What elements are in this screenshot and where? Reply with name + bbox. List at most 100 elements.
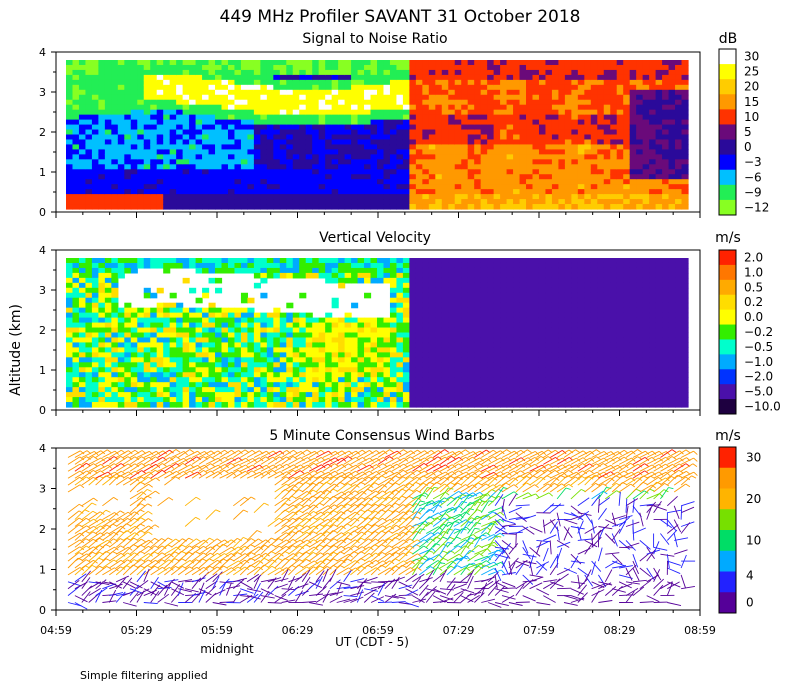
heatmap-cell: [104, 104, 112, 111]
heatmap-cell: [279, 154, 287, 160]
heatmap-cell: [551, 402, 560, 408]
heatmap-cell: [344, 362, 352, 368]
heatmap-cell: [98, 114, 106, 121]
heatmap-cell: [227, 154, 236, 160]
heatmap-cell: [513, 297, 521, 304]
heatmap-cell: [519, 277, 527, 284]
heatmap-cell: [163, 154, 171, 160]
heatmap-cell: [532, 258, 540, 264]
heatmap-cell: [318, 367, 326, 373]
heatmap-cell: [169, 342, 177, 348]
heatmap-cell: [292, 89, 300, 96]
heatmap-cell: [409, 367, 417, 373]
heatmap-cell: [292, 134, 300, 141]
heatmap-cell: [202, 362, 210, 368]
heatmap-cell: [480, 262, 488, 269]
heatmap-cell: [564, 154, 572, 160]
heatmap-cell: [493, 69, 501, 76]
heatmap-cell: [318, 267, 326, 274]
heatmap-cell: [189, 199, 197, 205]
heatmap-cell: [351, 79, 359, 86]
heatmap-cell: [182, 134, 190, 141]
heatmap-cell: [642, 179, 650, 185]
heatmap-cell: [137, 139, 145, 146]
heatmap-cell: [227, 74, 236, 81]
heatmap-cell: [247, 94, 255, 101]
heatmap-cell: [545, 159, 553, 165]
heatmap-cell: [104, 352, 112, 358]
heatmap-cell: [422, 392, 430, 398]
heatmap-cell: [480, 69, 488, 76]
heatmap-cell: [519, 297, 527, 304]
heatmap-cell: [409, 312, 417, 319]
heatmap-cell: [240, 204, 249, 210]
heatmap-cell: [474, 189, 482, 195]
heatmap-cell: [104, 347, 112, 353]
heatmap-cell: [137, 134, 145, 141]
heatmap-cell: [681, 129, 689, 136]
heatmap-cell: [383, 119, 391, 126]
heatmap-cell: [91, 64, 99, 71]
heatmap-cell: [143, 154, 151, 160]
heatmap-cell: [240, 79, 249, 86]
heatmap-cell: [318, 74, 326, 81]
heatmap-cell: [454, 94, 462, 101]
heatmap-cell: [590, 74, 598, 81]
heatmap-cell: [448, 69, 456, 76]
heatmap-cell: [435, 194, 443, 200]
heatmap-cell: [474, 129, 482, 136]
heatmap-cell: [130, 149, 138, 155]
heatmap-cell: [383, 204, 391, 210]
heatmap-cell: [597, 134, 605, 141]
heatmap-cell: [383, 129, 391, 136]
heatmap-cell: [312, 392, 320, 398]
heatmap-cell: [78, 174, 87, 180]
heatmap-cell: [137, 144, 145, 150]
heatmap-cell: [325, 277, 333, 284]
heatmap-cell: [629, 109, 637, 116]
heatmap-cell: [202, 79, 210, 86]
heatmap-cell: [124, 204, 132, 210]
heatmap-cell: [331, 332, 339, 339]
heatmap-cell: [357, 174, 365, 180]
heatmap-cell: [98, 79, 106, 86]
heatmap-cell: [461, 89, 469, 96]
heatmap-cell: [461, 287, 469, 294]
heatmap-cell: [91, 372, 99, 378]
heatmap-cell: [292, 189, 300, 195]
heatmap-cell: [130, 74, 138, 81]
heatmap-cell: [422, 179, 430, 185]
heatmap-cell: [649, 94, 657, 101]
heatmap-cell: [156, 317, 164, 324]
heatmap-cell: [234, 79, 242, 86]
heatmap-cell: [208, 317, 216, 324]
heatmap-cell: [461, 139, 469, 146]
heatmap-cell: [143, 199, 151, 205]
heatmap-cell: [584, 74, 592, 81]
heatmap-cell: [558, 104, 566, 111]
y-tick-label: 2: [39, 126, 46, 139]
heatmap-cell: [396, 144, 404, 150]
heatmap-cell: [370, 104, 378, 111]
heatmap-cell: [195, 104, 203, 111]
heatmap-cell: [668, 194, 676, 200]
heatmap-cell: [66, 204, 74, 210]
heatmap-cell: [299, 64, 307, 71]
heatmap-cell: [396, 272, 404, 279]
heatmap-cell: [338, 352, 346, 358]
heatmap-cell: [111, 194, 119, 200]
heatmap-cell: [649, 149, 657, 155]
heatmap-cell: [526, 258, 534, 264]
heatmap-cell: [240, 362, 249, 368]
heatmap-cell: [415, 357, 423, 363]
heatmap-cell: [292, 267, 300, 274]
heatmap-cell: [182, 352, 190, 358]
heatmap-cell: [215, 352, 223, 358]
heatmap-cell: [312, 64, 320, 71]
heatmap-cell: [435, 397, 443, 403]
heatmap-cell: [649, 134, 657, 141]
heatmap-cell: [551, 357, 560, 363]
heatmap-cell: [623, 199, 631, 205]
heatmap-cell: [176, 204, 184, 210]
heatmap-cell: [111, 297, 119, 304]
